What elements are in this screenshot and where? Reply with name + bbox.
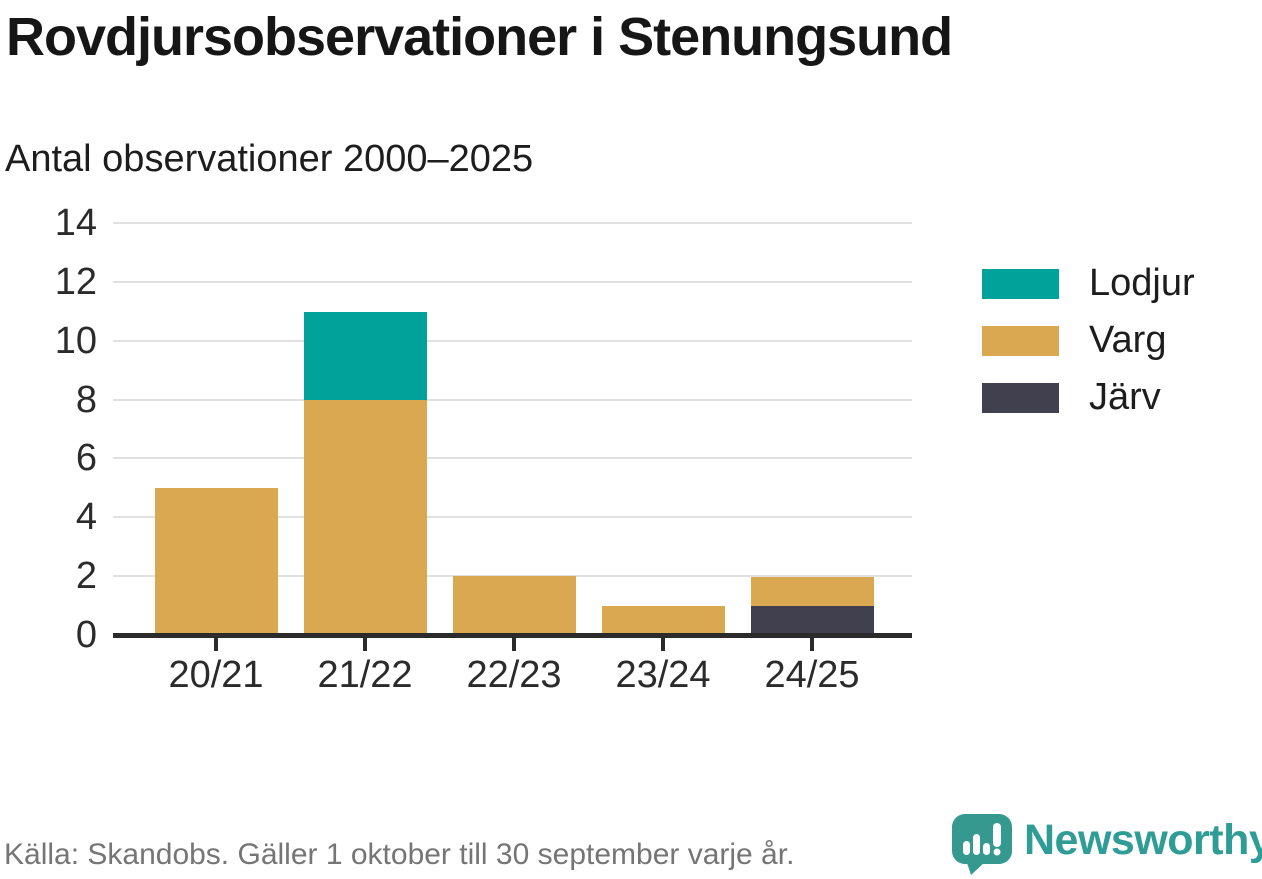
legend-item-varg: Varg	[982, 319, 1166, 362]
newsworthy-logo: Newsworthy	[950, 812, 1262, 876]
y-axis-tick-label: 2	[75, 555, 97, 597]
x-axis-tick-label: 20/21	[168, 654, 264, 696]
x-axis-tick	[661, 638, 665, 651]
legend-label: Lodjur	[1089, 262, 1195, 304]
chart-title: Rovdjursobservationer i Stenungsund	[6, 7, 953, 67]
legend-swatch	[982, 268, 1059, 299]
x-axis-tick-label: 21/22	[317, 654, 413, 696]
gridline	[113, 340, 912, 342]
x-axis-tick	[512, 638, 516, 651]
legend-swatch	[982, 325, 1059, 356]
x-axis-tick-label: 22/23	[466, 654, 562, 696]
bar-segment-lodjur	[304, 312, 427, 400]
newsworthy-wordmark: Newsworthy	[1024, 815, 1262, 864]
y-axis-tick-label: 12	[54, 261, 97, 303]
y-axis-tick-label: 4	[75, 496, 97, 538]
legend-item-lodjur: Lodjur	[982, 262, 1195, 305]
y-axis-tick-label: 10	[54, 320, 97, 362]
x-axis-tick-label: 23/24	[615, 654, 711, 696]
bar-segment-varg	[453, 576, 576, 635]
legend-label: Järv	[1089, 376, 1161, 418]
bar-chart-speech-bubble-icon	[952, 814, 1012, 875]
x-axis-tick-label: 24/25	[764, 654, 860, 696]
bar-segment-varg	[155, 488, 278, 635]
source-note: Källa: Skandobs. Gäller 1 oktober till 3…	[4, 838, 795, 871]
bar-segment-järv	[751, 606, 874, 635]
chart-subtitle: Antal observationer 2000–2025	[5, 138, 534, 180]
y-axis-tick-label: 0	[75, 614, 97, 656]
x-axis-line	[113, 633, 912, 638]
y-axis-tick-label: 6	[75, 437, 97, 479]
x-axis-tick	[363, 638, 367, 651]
legend-swatch	[982, 382, 1059, 413]
y-axis-tick-label: 14	[54, 202, 97, 244]
bar-segment-varg	[751, 577, 874, 606]
x-axis-tick	[214, 638, 218, 651]
x-axis-tick	[810, 638, 814, 651]
bar-segment-varg	[602, 606, 725, 635]
gridline	[113, 516, 912, 518]
gridline	[113, 399, 912, 401]
gridline	[113, 281, 912, 283]
y-axis-tick-label: 8	[75, 379, 97, 421]
legend-item-järv: Järv	[982, 376, 1161, 419]
bar-segment-varg	[304, 400, 427, 635]
legend-label: Varg	[1089, 319, 1167, 361]
gridline	[113, 457, 912, 459]
gridline	[113, 222, 912, 224]
